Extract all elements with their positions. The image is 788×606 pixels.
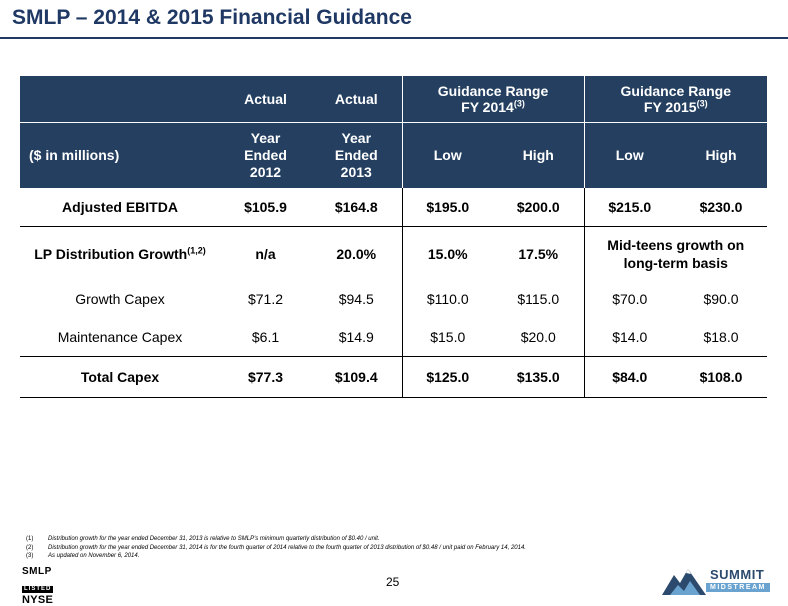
cell-value: $215.0 [583, 188, 675, 227]
cell-fy2015-distribution-note: Mid-teens growth on long-term basis [583, 226, 767, 280]
row-label: Total Capex [20, 356, 220, 398]
row-label: Maintenance Capex [57, 329, 183, 345]
header-actual-2012: Actual [220, 76, 311, 123]
footnote-ref: (1,2) [187, 244, 206, 255]
cell-value: n/a [255, 245, 276, 262]
footnote: (2) Distribution growth for the year ende… [26, 544, 526, 551]
cell-value: $90.0 [703, 291, 739, 307]
guidance-2014-sub: FY 2014(3) [461, 98, 525, 115]
mountain-icon [662, 569, 706, 595]
row-label: LP Distribution Growth(1,2) [34, 244, 206, 262]
cell-value: $70.0 [583, 280, 675, 318]
cell-value: 17.5% [518, 245, 559, 262]
header-high-2014: High [493, 122, 584, 188]
nyse-listed-logo: SMLP LISTED NYSE [22, 566, 54, 606]
row-label: Adjusted EBITDA [20, 188, 220, 227]
header-row-2: ($ in millions) Year Ended 2012 Year Ended 2… [20, 122, 767, 188]
guidance-2015-label: Guidance Range [620, 83, 731, 99]
header-actual-2013: Actual [311, 76, 402, 123]
financial-guidance-table: Actual Actual Guidance Range FY 2014(3) … [20, 76, 767, 398]
page-title: SMLP – 2014 & 2015 Financial Guidance [12, 6, 412, 29]
header-year-2012: Year Ended 2012 [220, 122, 311, 188]
cell-value: $15.0 [401, 318, 493, 357]
cell-value: $164.8 [311, 188, 402, 227]
table-row-growth-capex: Growth Capex $71.2 $94.5 $110.0 $115.0 $… [20, 280, 767, 318]
cell-value: $105.9 [220, 188, 311, 227]
cell-value: $125.0 [401, 356, 493, 398]
cell-value: $135.0 [493, 356, 584, 398]
cell-value: $110.0 [401, 280, 493, 318]
page-number: 25 [386, 575, 400, 589]
cell-value: $108.0 [675, 356, 767, 398]
header-low-2015: Low [583, 122, 675, 188]
table-row-maintenance-capex: Maintenance Capex $6.1 $14.9 $15.0 $20.0… [20, 318, 767, 357]
cell-value: $115.0 [517, 291, 560, 307]
cell-value: $20.0 [520, 329, 556, 345]
title-divider [0, 37, 788, 39]
header-low-2014: Low [401, 122, 493, 188]
footnote: (3) As updated on November 6, 2014. [26, 553, 140, 559]
table-row-total-capex: Total Capex $77.3 $109.4 $125.0 $135.0 $… [20, 356, 767, 398]
cell-value: $18.0 [703, 329, 739, 345]
header-guidance-2015: Guidance Range FY 2015(3) [583, 76, 767, 123]
guidance-2014-label: Guidance Range [437, 83, 549, 99]
cell-value: $14.9 [338, 329, 374, 345]
header-high-2015: High [675, 122, 767, 188]
header-blank [20, 76, 220, 123]
cell-value: $71.2 [247, 291, 284, 307]
cell-value: $14.0 [583, 318, 675, 357]
header-row-1: Actual Actual Guidance Range FY 2014(3) … [20, 76, 767, 123]
cell-value: 20.0% [336, 245, 377, 262]
cell-value: $6.1 [251, 329, 280, 345]
header-guidance-2014: Guidance Range FY 2014(3) [401, 76, 584, 123]
units-label: ($ in millions) [20, 122, 220, 188]
cell-value: $200.0 [493, 188, 584, 227]
table-row-adjusted-ebitda: Adjusted EBITDA $105.9 $164.8 $195.0 $20… [20, 188, 767, 227]
guidance-2015-sub: FY 2015(3) [643, 98, 708, 115]
cell-value: $94.5 [338, 291, 374, 307]
cell-value: $84.0 [583, 356, 675, 398]
cell-value: $195.0 [401, 188, 493, 227]
header-year-2013: Year Ended 2013 [311, 122, 402, 188]
cell-value: $77.3 [220, 356, 311, 398]
footnotes: (1) Distribution growth for the year ende… [26, 535, 526, 561]
cell-value: $230.0 [675, 188, 767, 227]
cell-value: 15.0% [401, 226, 493, 280]
footnote: (1) Distribution growth for the year ende… [26, 536, 380, 542]
summit-midstream-logo: SUMMIT MIDSTREAM [660, 561, 780, 597]
cell-value: $109.4 [311, 356, 402, 398]
row-label: Growth Capex [75, 291, 165, 307]
table-row-lp-distribution-growth: LP Distribution Growth(1,2) n/a 20.0% 15… [20, 226, 767, 280]
